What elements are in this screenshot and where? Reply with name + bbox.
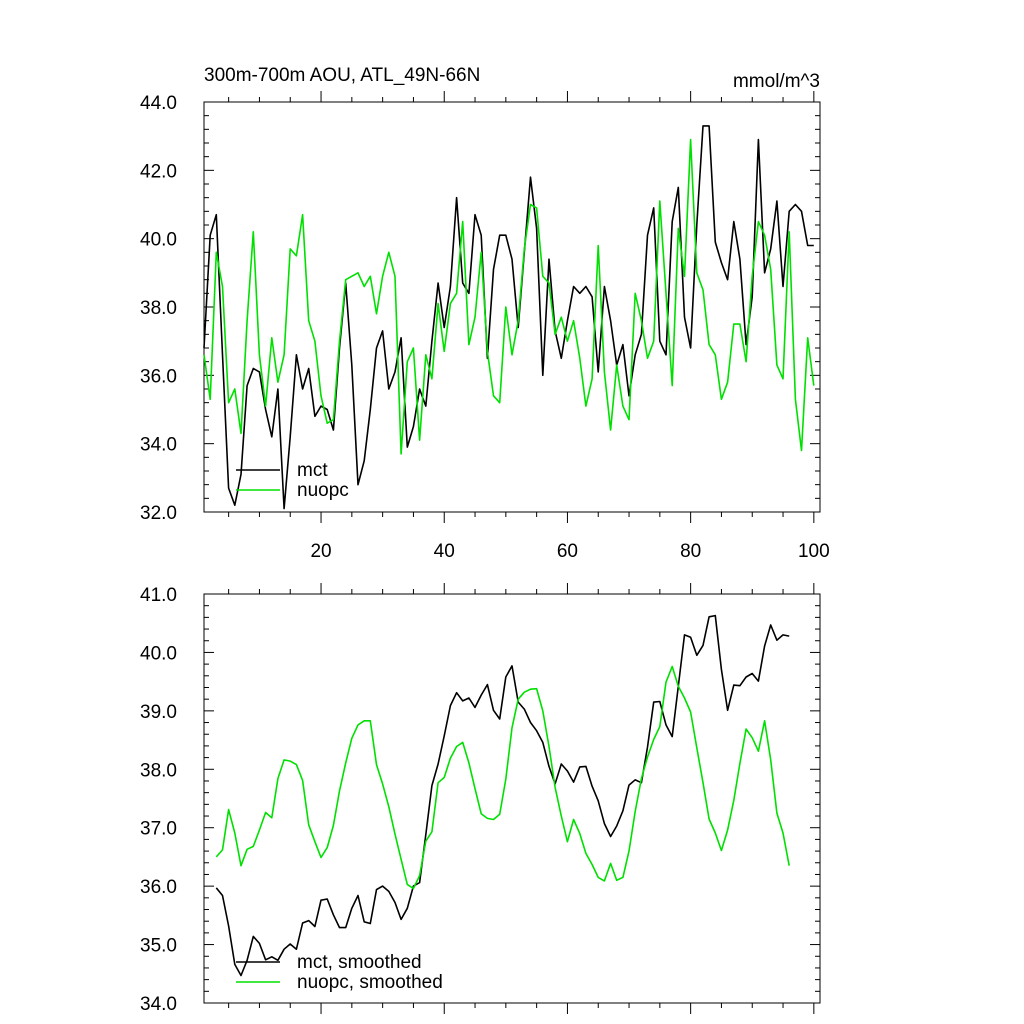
- y-tick-label: 34.0: [140, 435, 177, 456]
- y-tick-label: 39.0: [140, 702, 177, 723]
- plot-frame-2: [203, 593, 821, 1004]
- x-tick-label: 80: [680, 541, 701, 562]
- legend-label: nuopc: [297, 480, 349, 501]
- plot-frame-1: [203, 101, 821, 513]
- series-line-nuopc-smoothed: [215, 665, 790, 890]
- y-tick-label: 44.0: [140, 93, 177, 114]
- legend-label: mct: [297, 460, 328, 481]
- x-tick-label: 40: [434, 541, 455, 562]
- y-tick-label: 36.0: [140, 366, 177, 387]
- y-tick-label: 35.0: [140, 936, 177, 957]
- y-tick-label: 42.0: [140, 161, 177, 182]
- x-tick-label: 20: [310, 541, 331, 562]
- y-tick-label: 37.0: [140, 819, 177, 840]
- legend-label: nuopc, smoothed: [297, 972, 443, 993]
- units-label: mmol/m^3: [733, 71, 820, 92]
- x-tick-label: 60: [557, 541, 578, 562]
- y-tick-label: 36.0: [140, 877, 177, 898]
- y-tick-label: 40.0: [140, 643, 177, 664]
- x-tick-label: 100: [798, 541, 830, 562]
- series-line-nuopc: [203, 138, 815, 455]
- legend-label: mct, smoothed: [297, 952, 422, 973]
- y-tick-label: 38.0: [140, 760, 177, 781]
- y-tick-label: 41.0: [140, 585, 177, 606]
- y-tick-label: 34.0: [140, 994, 177, 1015]
- chart-title: 300m-700m AOU, ATL_49N-66N: [204, 65, 480, 86]
- y-tick-label: 40.0: [140, 230, 177, 251]
- y-tick-label: 38.0: [140, 298, 177, 319]
- series-line-mct: [203, 125, 814, 510]
- series-line-mct-smoothed: [215, 614, 790, 977]
- y-tick-label: 32.0: [140, 503, 177, 524]
